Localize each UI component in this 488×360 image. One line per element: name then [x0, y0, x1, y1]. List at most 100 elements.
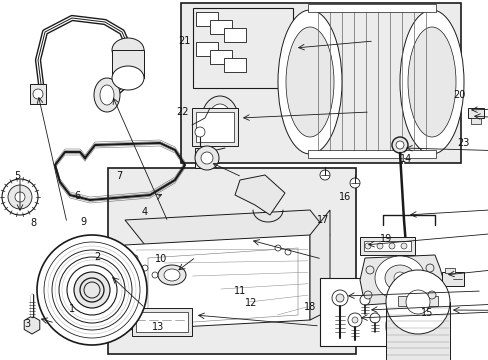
Circle shape [388, 243, 394, 249]
Text: 2: 2 [95, 252, 101, 262]
Circle shape [285, 249, 290, 255]
Circle shape [335, 294, 343, 302]
Text: 23: 23 [456, 138, 469, 148]
Circle shape [331, 290, 347, 306]
Bar [192, 108, 238, 146]
Text: 9: 9 [80, 217, 86, 228]
Ellipse shape [208, 104, 230, 132]
Text: 22: 22 [176, 107, 188, 117]
Text: 19: 19 [379, 234, 392, 244]
Circle shape [195, 146, 219, 170]
Bar [132, 308, 192, 336]
Bar [363, 241, 410, 251]
Ellipse shape [112, 66, 143, 90]
Circle shape [142, 265, 148, 271]
Bar [224, 58, 245, 72]
Text: 7: 7 [117, 171, 122, 181]
Circle shape [347, 313, 361, 327]
Bar [470, 118, 480, 124]
Text: 3: 3 [24, 319, 30, 329]
Ellipse shape [399, 10, 463, 154]
Ellipse shape [395, 141, 403, 149]
Circle shape [319, 170, 329, 180]
Bar [441, 272, 463, 286]
Text: 6: 6 [74, 191, 80, 201]
Bar [359, 237, 414, 255]
Ellipse shape [384, 265, 414, 291]
Ellipse shape [100, 85, 114, 105]
Ellipse shape [391, 137, 407, 153]
Ellipse shape [278, 10, 341, 154]
Circle shape [132, 255, 138, 261]
Circle shape [8, 185, 32, 209]
Circle shape [363, 291, 371, 299]
Circle shape [37, 235, 147, 345]
Text: 4: 4 [141, 207, 147, 217]
Ellipse shape [202, 96, 238, 140]
Circle shape [385, 294, 449, 358]
Text: 12: 12 [244, 298, 257, 309]
Text: 18: 18 [303, 302, 316, 312]
Circle shape [385, 270, 449, 334]
Text: 14: 14 [399, 154, 411, 165]
Bar [209, 20, 231, 34]
Ellipse shape [407, 27, 455, 137]
Circle shape [351, 317, 357, 323]
Bar [196, 112, 234, 142]
Circle shape [195, 127, 204, 137]
Circle shape [80, 278, 104, 302]
Text: 1: 1 [69, 304, 75, 314]
Ellipse shape [112, 38, 143, 62]
Bar [196, 12, 218, 26]
Bar [385, 302, 449, 360]
Bar [195, 148, 206, 168]
Bar [224, 28, 245, 42]
Circle shape [369, 313, 379, 323]
Polygon shape [24, 316, 40, 334]
Text: 15: 15 [420, 308, 432, 318]
Circle shape [376, 243, 382, 249]
Circle shape [33, 89, 43, 99]
Ellipse shape [374, 256, 424, 300]
Bar [136, 312, 187, 332]
Bar [397, 296, 437, 306]
Circle shape [201, 152, 213, 164]
Ellipse shape [94, 78, 120, 112]
Circle shape [84, 282, 100, 298]
Text: 21: 21 [178, 36, 190, 46]
Ellipse shape [158, 265, 185, 285]
Text: 20: 20 [452, 90, 465, 100]
Bar [307, 4, 435, 12]
Circle shape [152, 272, 158, 278]
Bar [209, 50, 231, 64]
Circle shape [15, 192, 25, 202]
Circle shape [405, 290, 429, 314]
Polygon shape [235, 175, 285, 215]
Text: 13: 13 [151, 322, 164, 332]
Text: 11: 11 [233, 286, 245, 296]
Ellipse shape [163, 269, 180, 281]
Circle shape [425, 264, 433, 272]
Text: 8: 8 [30, 218, 36, 228]
Bar [444, 268, 454, 273]
Bar [467, 108, 483, 118]
Circle shape [365, 266, 373, 274]
Polygon shape [125, 210, 329, 245]
Text: 10: 10 [155, 254, 167, 264]
Text: 5: 5 [15, 171, 20, 181]
Text: 16: 16 [338, 192, 351, 202]
Bar [196, 42, 218, 56]
Circle shape [274, 245, 281, 251]
Bar [307, 150, 435, 158]
Bar [108, 168, 355, 354]
Polygon shape [359, 255, 444, 305]
Circle shape [364, 243, 370, 249]
Bar [319, 278, 399, 346]
Bar [112, 50, 143, 78]
Circle shape [349, 178, 359, 188]
Circle shape [400, 243, 406, 249]
Ellipse shape [285, 27, 333, 137]
Circle shape [74, 272, 110, 308]
Bar [181, 3, 460, 163]
Polygon shape [125, 235, 309, 330]
